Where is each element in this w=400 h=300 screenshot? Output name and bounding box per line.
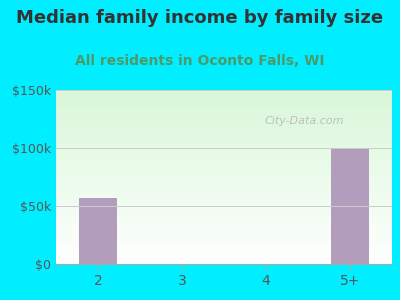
Bar	[331, 148, 369, 264]
Text: All residents in Oconto Falls, WI: All residents in Oconto Falls, WI	[75, 54, 325, 68]
Text: Median family income by family size: Median family income by family size	[16, 9, 384, 27]
Bar	[79, 198, 117, 264]
Text: City-Data.com: City-Data.com	[264, 116, 344, 126]
